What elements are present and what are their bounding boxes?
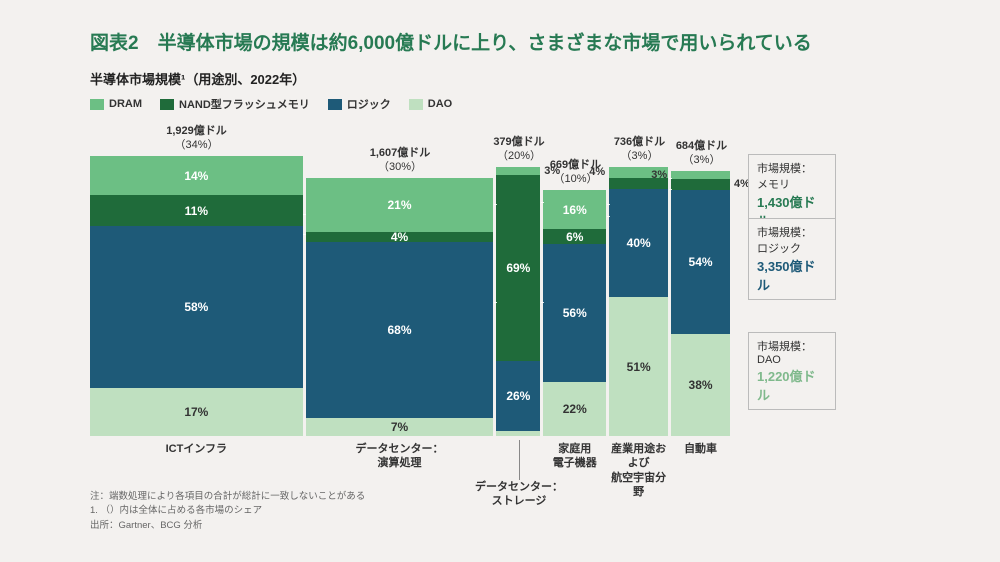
chart-title: 図表2 半導体市場の規模は約6,000億ドルに上り、さまざまな市場で用いられてい…: [90, 28, 960, 55]
bar-axis-label-storage: データセンター：ストレージ: [464, 480, 574, 509]
legend-label: DRAM: [109, 98, 142, 110]
column-header: 1,929億ドル（34%）: [90, 124, 303, 153]
legend-item: DRAM: [90, 96, 142, 112]
bar-dc_compute: 21%4%68%7%データセンター：演算処理: [306, 178, 494, 436]
segment-dao: 7%: [306, 418, 494, 436]
segment-dram: 14%: [90, 156, 303, 195]
column-header: 736億ドル（3%）: [610, 135, 669, 164]
summary-value: 3,350億ドル: [757, 256, 827, 294]
bar-axis-label: データセンター：演算処理: [306, 436, 494, 471]
legend-label: DAO: [428, 98, 452, 110]
segment-dao: 2%: [496, 431, 540, 436]
summary-value: 1,220億ドル: [757, 366, 827, 404]
bar-industrial: 4%4%40%51%産業用途および航空宇宙分野: [609, 167, 668, 436]
legend-label: ロジック: [347, 96, 391, 112]
column-header: 1,607億ドル（30%）: [306, 146, 494, 175]
segment-dao: 51%: [609, 297, 668, 436]
summary-label: 市場規模：ロジック: [757, 224, 827, 256]
bar-consumer: 16%6%56%22%家庭用電子機器: [543, 190, 606, 436]
summary-label: 市場規模：メモリ: [757, 160, 827, 192]
legend-swatch: [328, 99, 342, 110]
summary-box: 市場規模：ロジック3,350億ドル: [748, 218, 836, 300]
segment-dao: 38%: [671, 334, 730, 436]
chart-area: 14%11%58%17%ICTインフラ21%4%68%7%データセンター：演算処…: [90, 118, 730, 436]
legend-item: DAO: [409, 96, 452, 112]
legend-label: NAND型フラッシュメモリ: [179, 96, 310, 112]
segment-dao: 22%: [543, 382, 606, 436]
legend-swatch: [160, 99, 174, 110]
bar-ict: 14%11%58%17%ICTインフラ: [90, 156, 303, 436]
legend-item: NAND型フラッシュメモリ: [160, 96, 310, 112]
segment-logic: 68%: [306, 242, 494, 417]
segment-dram: 3%: [671, 171, 730, 179]
bar-axis-label: ICTインフラ: [90, 436, 303, 456]
bar-auto: 3%4%54%38%自動車: [671, 171, 730, 436]
segment-logic: 26%: [496, 361, 540, 431]
summary-box: 市場規模：DAO1,220億ドル: [748, 332, 836, 410]
segment-dram: 21%: [306, 178, 494, 232]
legend-item: ロジック: [328, 96, 391, 112]
legend-swatch: [409, 99, 423, 110]
footnote-line: 出所：Gartner、BCG 分析: [90, 519, 960, 533]
segment-logic: 56%: [543, 244, 606, 382]
column-header: 669億ドル（10%）: [544, 158, 607, 187]
segment-nand: 11%: [90, 195, 303, 226]
bar-axis-label: 産業用途および航空宇宙分野: [609, 436, 668, 499]
segment-nand: 6%: [543, 229, 606, 244]
legend: DRAM NAND型フラッシュメモリ ロジック DAO: [90, 96, 960, 112]
summary-label: 市場規模：DAO: [757, 338, 827, 366]
segment-nand: 4%: [306, 232, 494, 242]
bar-axis-label: 家庭用電子機器: [543, 436, 606, 471]
segment-dram: 3%: [496, 167, 540, 175]
segment-dram: 16%: [543, 190, 606, 229]
segment-logic: 58%: [90, 226, 303, 388]
segment-logic: 54%: [671, 190, 730, 335]
bar-axis-label: 自動車: [671, 436, 730, 456]
legend-swatch: [90, 99, 104, 110]
segment-nand: 69%: [496, 175, 540, 361]
column-header: 684億ドル（3%）: [672, 139, 731, 168]
chart-subtitle: 半導体市場規模¹（用途別、2022年）: [90, 69, 960, 88]
segment-dao: 17%: [90, 388, 303, 436]
segment-logic: 40%: [609, 189, 668, 298]
bar-dc_storage: 3%69%26%2%: [496, 167, 540, 436]
segment-nand: 4%: [671, 179, 730, 190]
